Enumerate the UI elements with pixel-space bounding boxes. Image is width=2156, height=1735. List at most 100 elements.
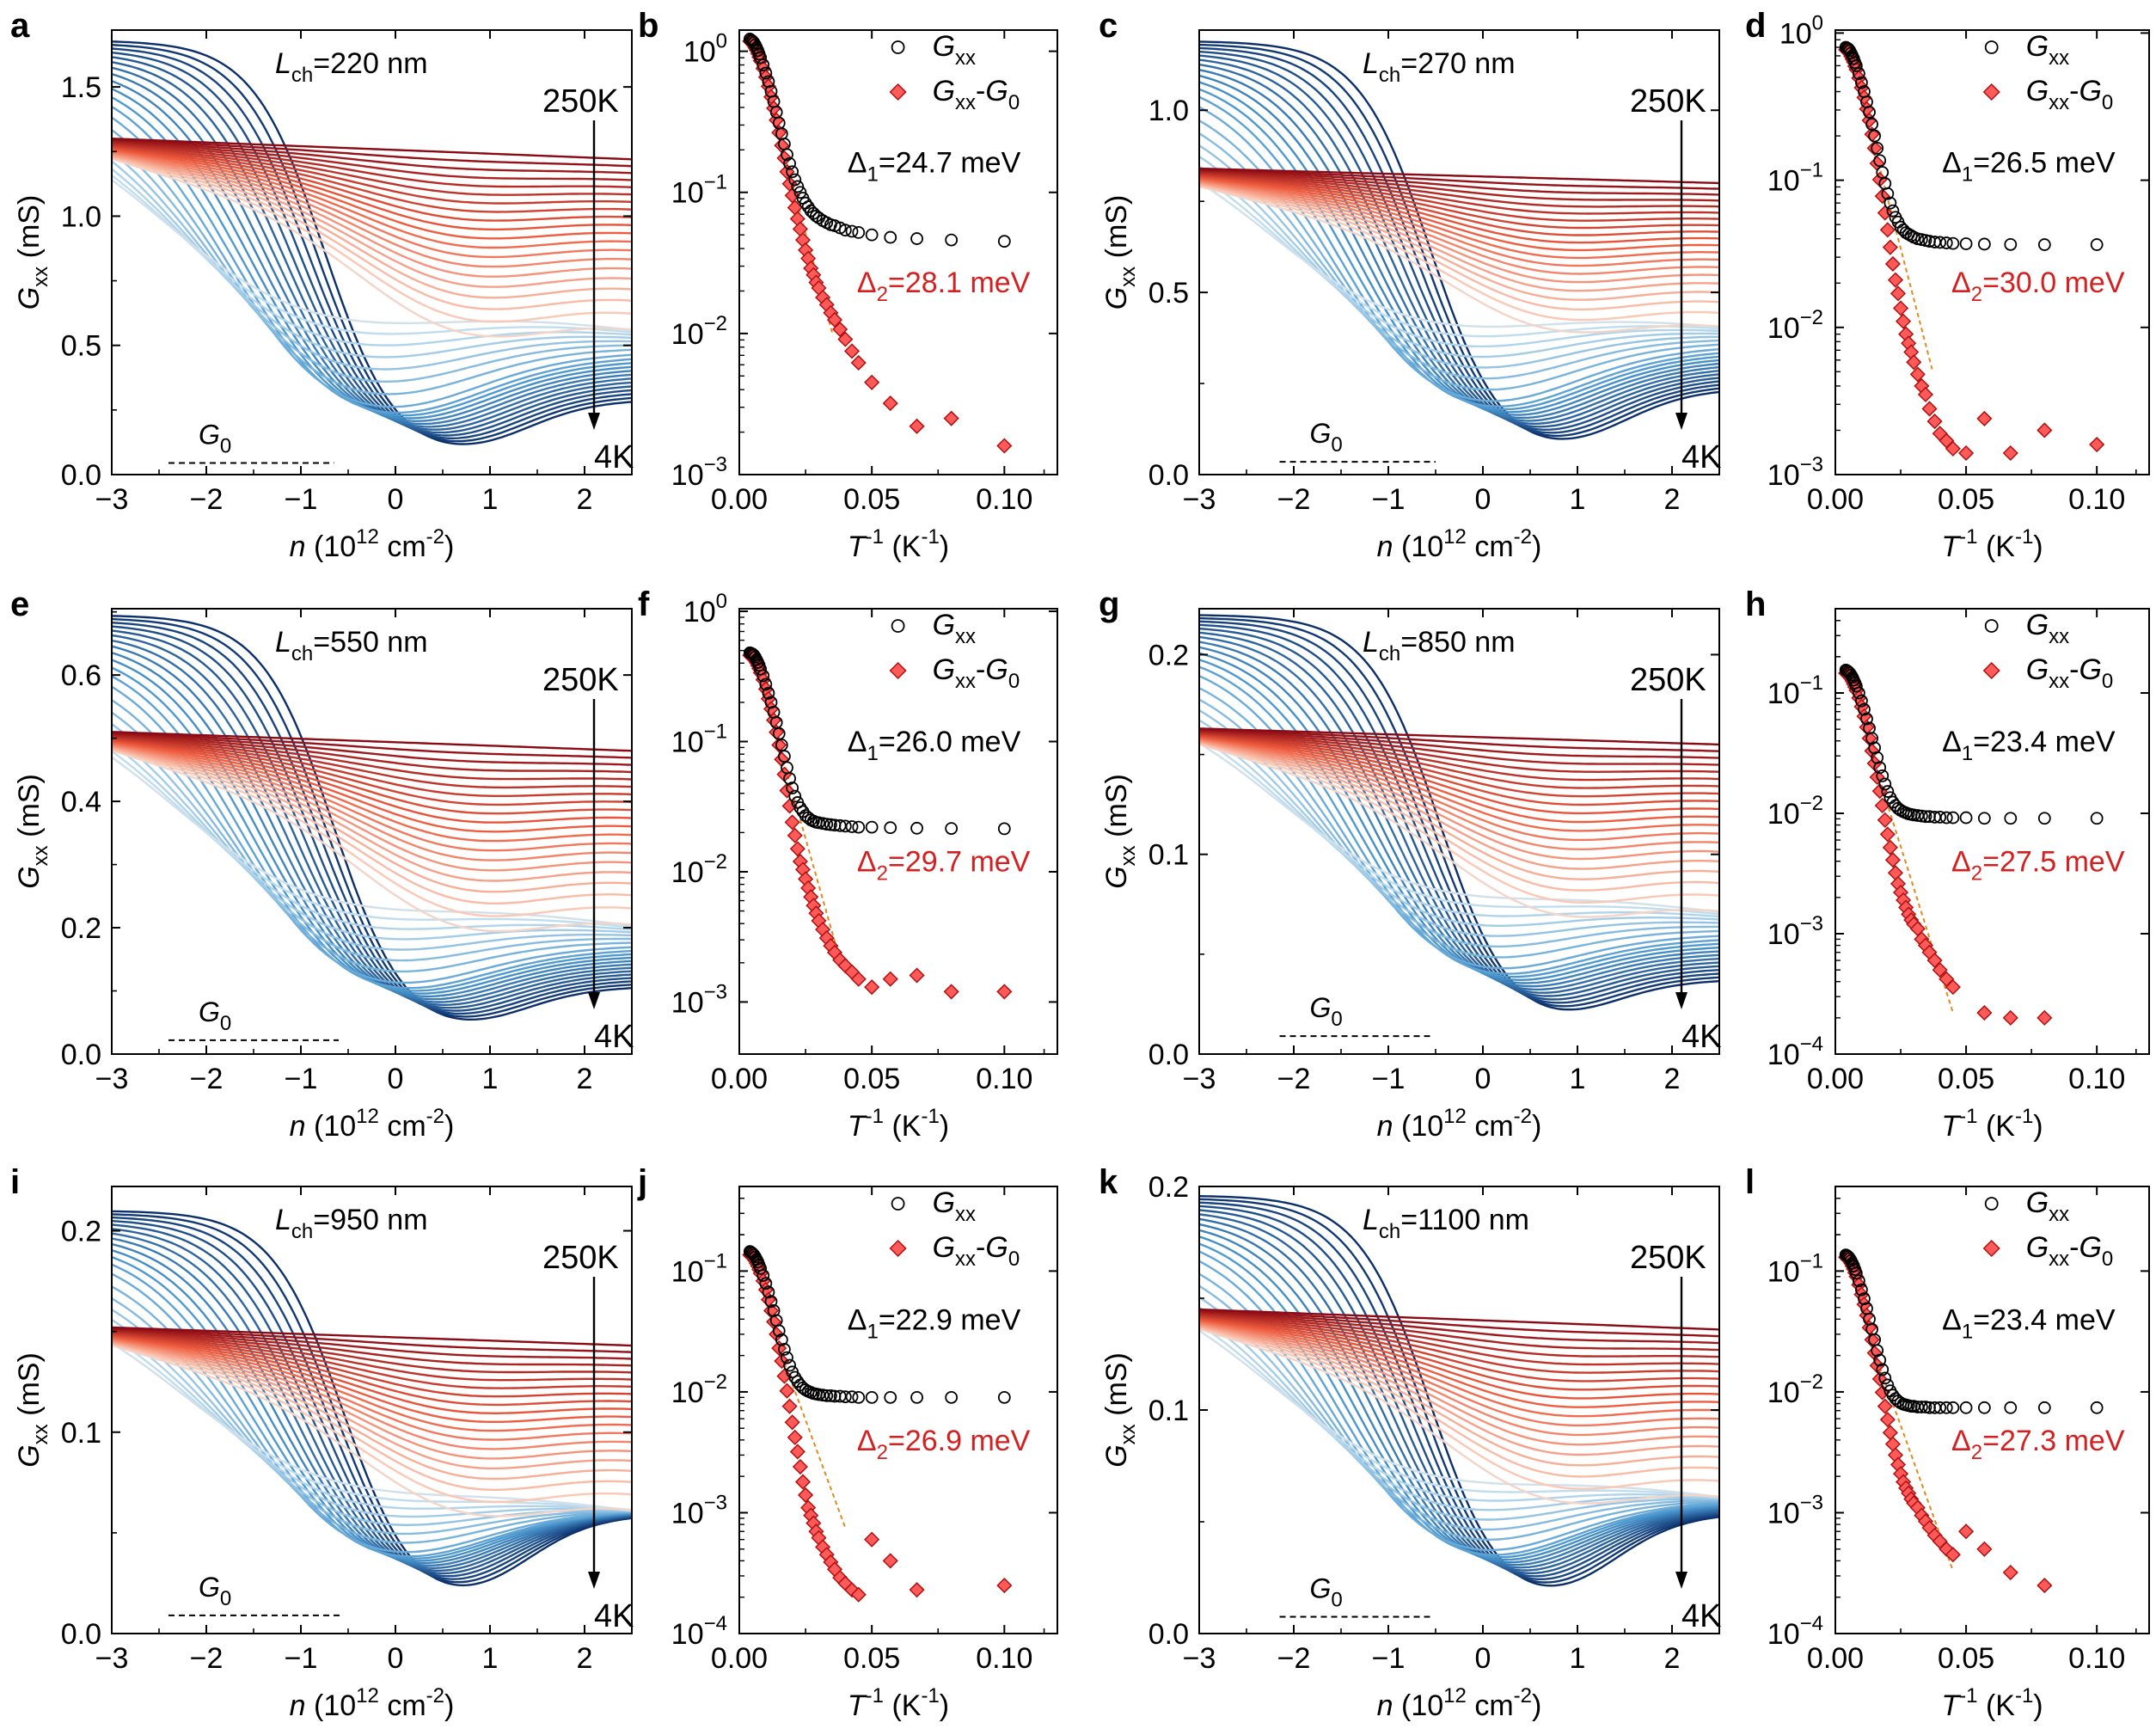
gxx-data-point: [1852, 686, 1865, 700]
x-axis-label: T-1 (K-1): [848, 1684, 949, 1722]
x-tick-label: 0.00: [1807, 483, 1864, 516]
gxx-curve: [1199, 1317, 1719, 1400]
gxx-curve: [112, 40, 632, 445]
gxx-data-point: [910, 821, 923, 835]
gxx-curve: [112, 138, 632, 168]
gxx-data-point: [824, 818, 837, 831]
gxx-curve: [112, 52, 632, 437]
gxx-data-point: [788, 173, 802, 187]
diff-data-point: [909, 418, 925, 434]
diff-data-point: [1866, 140, 1883, 156]
diff-data-point: [1890, 285, 1907, 302]
temp-low-label: 4K: [594, 439, 634, 475]
diff-data-point: [784, 814, 800, 831]
gxx-data-point: [838, 819, 852, 833]
y-axis-label: Gxx (mS): [1100, 195, 1140, 310]
gxx-curve: [112, 733, 632, 941]
diff-data-point: [776, 1368, 793, 1384]
gxx-curve: [112, 732, 632, 759]
gxx-curve: [112, 699, 632, 973]
x-tick-label: −3: [1183, 483, 1216, 516]
gxx-curve: [112, 1285, 632, 1544]
legend-diff-marker: [1982, 1239, 2000, 1258]
diff-data-point: [1926, 952, 1943, 969]
gxx-curve: [1199, 181, 1719, 284]
y-tick-label: 100: [683, 590, 727, 628]
gap2-label: Δ2=29.7 meV: [857, 846, 1031, 886]
gxx-curve: [1199, 168, 1719, 190]
gxx-curve: [1199, 172, 1719, 215]
legend-gxx-marker: [891, 1197, 905, 1211]
gxx-curve: [112, 739, 632, 815]
diff-data-point: [779, 1382, 795, 1399]
gxx-curve: [1199, 1315, 1719, 1382]
gxx-curve: [112, 1342, 632, 1512]
gxx-curve: [1199, 132, 1719, 380]
diff-data-point: [1879, 1412, 1896, 1428]
panel-b: 0.00 0.05 0.10 100 10−1 10−2 10−3 T-1 (K-1) Gxx G…: [638, 7, 1058, 563]
x-tick-label: −3: [1183, 1063, 1216, 1095]
panel-letter: i: [10, 1163, 20, 1201]
gxx-curve: [1199, 1325, 1719, 1467]
panel-g: G0 −3 −2 −1 0 1 2 0.0 0.1 0.2 n (1012 cm-2) Gxx (mS…: [1099, 585, 1721, 1143]
gxx-curve: [1199, 178, 1719, 267]
y-tick-label: 0.2: [1148, 1171, 1189, 1204]
x-tick-label: 1: [482, 1063, 499, 1095]
y-tick-label: 0.0: [1148, 459, 1189, 492]
gxx-curve: [1199, 733, 1719, 806]
panel-letter: f: [638, 585, 650, 623]
diff-data-point: [794, 1474, 812, 1490]
gxx-curve: [1199, 1309, 1719, 1338]
panel-j: 0.00 0.05 0.10 10−1 10−2 10−3 10−4 T-1 (K-1) Gxx…: [637, 1163, 1058, 1722]
gxx-curve: [1199, 1217, 1719, 1569]
x-axis-label: T-1 (K-1): [848, 1105, 949, 1143]
diff-data-point: [771, 737, 787, 753]
diff-data-point: [774, 751, 790, 768]
legend-gxx-label: Gxx: [2026, 1186, 2069, 1226]
x-tick-label: −1: [1372, 1642, 1406, 1675]
gxx-curve: [1199, 727, 1719, 918]
gxx-data-point: [824, 1389, 837, 1402]
x-tick-label: −3: [95, 1063, 129, 1095]
temp-low-label: 4K: [1681, 1598, 1721, 1634]
gxx-data-point: [1959, 811, 1973, 825]
gxx-curve: [1199, 183, 1719, 311]
gxx-data-point: [1914, 1401, 1928, 1413]
legend-diff-marker: [889, 83, 907, 101]
y-tick-label: 10−4: [671, 1612, 727, 1651]
gxx-data-point: [816, 1389, 830, 1402]
gxx-data-point: [1878, 777, 1892, 791]
panel-letter: e: [10, 585, 29, 623]
channel-length-label: Lch=850 nm: [1363, 626, 1516, 665]
gxx-curve: [1199, 175, 1719, 236]
gxx-curve: [112, 742, 632, 852]
diff-data-point: [1945, 1547, 1961, 1563]
x-axis-label: T-1 (K-1): [1941, 1105, 2043, 1143]
gap1-label: Δ1=24.7 meV: [848, 146, 1021, 186]
y-tick-label: 1.0: [61, 200, 101, 233]
y-tick-label: 0.0: [61, 1618, 101, 1651]
curve-group: [1199, 40, 1719, 440]
diff-data-point: [882, 1553, 898, 1569]
gxx-curve: [1199, 729, 1719, 759]
gxx-data-point: [838, 1390, 852, 1404]
gxx-curve: [112, 144, 632, 213]
diff-data-point: [909, 1582, 925, 1598]
gxx-curve: [112, 743, 632, 861]
gxx-curve: [1199, 181, 1719, 328]
gxx-curve: [1199, 698, 1719, 948]
diff-data-point: [996, 438, 1013, 454]
x-tick-label: 0: [1475, 1642, 1491, 1675]
gxx-curve: [112, 711, 632, 962]
gxx-data-point: [754, 51, 768, 64]
gxx-data-point: [2090, 812, 2104, 825]
diff-data-point: [1909, 366, 1926, 383]
y-tick-label: 10−2: [1767, 792, 1823, 831]
diff-data-point: [943, 984, 959, 1000]
x-tick-label: 0.05: [1938, 483, 1994, 516]
gxx-curve: [1199, 719, 1719, 928]
diff-data-point: [1869, 156, 1885, 172]
temp-high-label: 250K: [542, 83, 619, 120]
plot-frame: [738, 608, 1058, 1055]
gxx-data-point: [1886, 204, 1900, 218]
